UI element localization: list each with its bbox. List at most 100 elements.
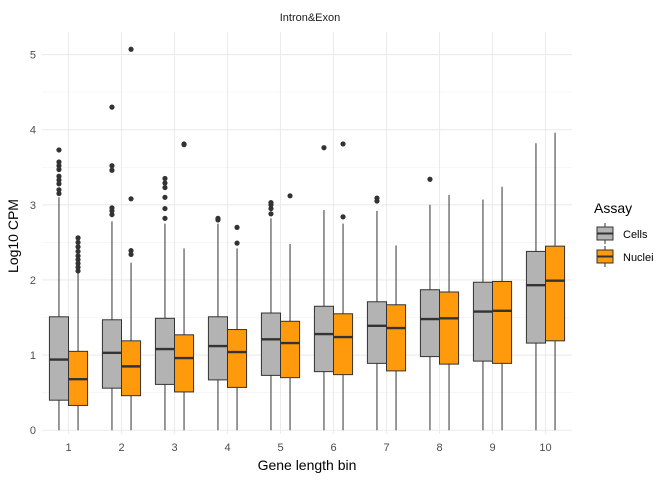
box-cells-8 (419, 176, 441, 431)
outlier-point (162, 180, 168, 186)
outlier-point (75, 257, 81, 263)
outlier-point (321, 145, 327, 151)
outlier-point (268, 199, 274, 206)
box-cells-10 (525, 143, 546, 431)
box-iqr (439, 291, 460, 365)
legend-item-cells: Cells (596, 223, 648, 244)
outlier-point (109, 163, 115, 169)
box-iqr (333, 313, 354, 376)
y-tick-label: 2 (30, 275, 36, 287)
outlier-point (162, 194, 168, 200)
outlier-point (234, 240, 240, 246)
legend-item-nuclei: Nuclei (596, 246, 654, 267)
outlier-point (268, 211, 274, 217)
outlier-point (162, 215, 168, 221)
outlier-point (128, 251, 134, 258)
legend-label: Cells (623, 229, 648, 241)
x-tick-label: 9 (489, 442, 495, 454)
box-iqr (472, 281, 494, 362)
box-iqr (545, 245, 566, 342)
outlier-point (75, 244, 81, 250)
x-axis-title: Gene length bin (258, 457, 357, 473)
outlier-point (181, 141, 187, 147)
box-nuclei-2 (121, 46, 142, 431)
x-tick-label: 5 (277, 442, 283, 454)
box-iqr (207, 316, 228, 381)
outlier-point (287, 193, 293, 199)
outlier-point (268, 205, 274, 212)
y-tick-label: 5 (30, 50, 36, 62)
outlier-point (215, 215, 221, 221)
x-tick-label: 7 (383, 442, 389, 454)
outlier-point (128, 46, 134, 52)
box-nuclei-7 (386, 245, 407, 431)
x-tick-label: 3 (171, 442, 177, 454)
box-cells-6 (313, 145, 335, 431)
box-nuclei-5 (280, 193, 301, 431)
x-tick-label: 10 (539, 442, 551, 454)
outlier-point (56, 190, 62, 197)
outlier-point (56, 187, 62, 193)
boxes (48, 46, 566, 431)
y-tick-label: 4 (30, 125, 36, 137)
box-iqr (525, 250, 546, 344)
box-nuclei-9 (492, 186, 513, 431)
x-tick-labels: 1 2 3 4 5 6 7 8 9 10 (65, 442, 551, 454)
outlier-point (75, 260, 81, 267)
outlier-point (128, 196, 134, 202)
y-tick-label: 3 (30, 200, 36, 212)
box-iqr (227, 329, 248, 388)
box-iqr (260, 312, 282, 376)
box-cells-4 (207, 215, 228, 431)
outlier-point (56, 163, 62, 169)
outlier-point (162, 205, 168, 212)
outlier-point (109, 205, 115, 211)
outlier-point (162, 175, 168, 182)
outlier-point (75, 248, 81, 255)
box-iqr (419, 289, 441, 358)
chart-title: Intron&Exon (280, 12, 341, 24)
box-cells-7 (366, 195, 388, 431)
box-nuclei-4 (227, 224, 248, 431)
box-iqr (154, 317, 175, 385)
outlier-point (162, 184, 168, 191)
box-nuclei-10 (545, 132, 566, 431)
outlier-point (75, 239, 81, 245)
outlier-point (109, 211, 115, 218)
legend-title: Assay (594, 200, 632, 216)
y-tick-label: 0 (30, 425, 36, 437)
x-tick-label: 8 (436, 442, 442, 454)
box-nuclei-6 (333, 141, 354, 431)
outlier-point (56, 166, 62, 173)
box-iqr (313, 305, 335, 373)
outlier-point (75, 268, 81, 274)
box-iqr (121, 340, 142, 397)
outlier-point (128, 248, 134, 254)
box-cells-5 (260, 199, 282, 431)
outlier-point (75, 264, 81, 270)
outlier-point (56, 177, 62, 183)
box-iqr (174, 334, 195, 393)
box-iqr (386, 304, 407, 372)
box-nuclei-3 (174, 141, 195, 431)
box-cells-9 (472, 199, 494, 431)
outlier-point (109, 104, 115, 110)
outlier-point (340, 141, 346, 147)
box-iqr (366, 301, 388, 364)
outlier-point (340, 214, 346, 220)
box-iqr (492, 280, 513, 364)
outlier-point (109, 167, 115, 173)
outlier-point (56, 181, 62, 187)
outlier-point (56, 159, 62, 165)
x-tick-label: 4 (224, 442, 230, 454)
legend: Assay Cells Nuclei (594, 200, 654, 267)
y-tick-labels: 0 1 2 3 4 5 (30, 50, 36, 438)
outlier-point (427, 176, 433, 182)
legend-label: Nuclei (623, 252, 654, 264)
box-iqr (280, 320, 301, 379)
y-tick-label: 1 (30, 350, 36, 362)
outlier-point (234, 224, 240, 230)
outlier-point (374, 195, 380, 201)
y-axis-title: Log10 CPM (5, 199, 21, 273)
